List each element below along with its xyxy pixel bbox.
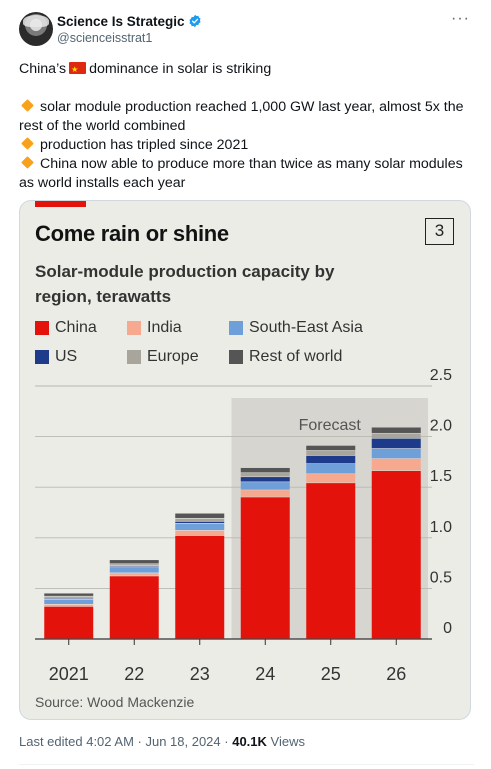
legend-item-south-east-asia: South-East Asia: [229, 319, 363, 337]
avatar[interactable]: [19, 12, 53, 46]
bar-segment: [109, 576, 159, 639]
x-tick-label: 26: [386, 664, 406, 684]
tweet-footer: Last edited 4:02 AM · Jun 18, 2024 · 40.…: [19, 734, 305, 749]
bar-segment: [44, 604, 94, 607]
legend-item-india: India: [127, 319, 182, 337]
chart-number-badge: 3: [425, 218, 454, 245]
bar-segment: [306, 463, 356, 474]
legend-label: South-East Asia: [249, 319, 363, 336]
bullet-text: solar module production reached 1,000 GW…: [19, 99, 464, 134]
forecast-label: Forecast: [299, 417, 362, 434]
legend-item-us: US: [35, 348, 77, 366]
bar-segment: [371, 433, 421, 439]
bar-segment: [109, 567, 159, 573]
tweet-bullet: China now able to produce more than twic…: [19, 155, 469, 193]
bar-segment: [175, 518, 225, 522]
more-options-icon[interactable]: ···: [451, 10, 470, 27]
y-tick-label: 2.0: [430, 418, 452, 435]
tweet-text-line1: China’s dominance in solar is striking: [19, 60, 469, 79]
x-tick-label: 22: [124, 664, 144, 684]
bar-segment: [109, 564, 159, 566]
red-tab-accent: [35, 201, 86, 207]
bar-segment: [240, 467, 290, 473]
bar-segment: [306, 474, 356, 483]
x-tick-label: 2021: [49, 664, 89, 684]
chart-subtitle: Solar-module production capacity by regi…: [35, 262, 335, 306]
orange-diamond-icon: [21, 137, 34, 150]
legend-label: Rest of world: [249, 348, 343, 365]
legend-label: China: [55, 319, 97, 336]
bullet-text: China now able to produce more than twic…: [19, 156, 463, 191]
chart-source: Source: Wood Mackenzie: [35, 694, 195, 710]
verified-badge-icon: [189, 14, 201, 28]
legend-item-europe: Europe: [127, 348, 199, 366]
legend-label: US: [55, 348, 78, 365]
y-tick-label: 0: [443, 620, 452, 637]
bar-segment: [44, 593, 94, 596]
bar-segment: [371, 438, 421, 449]
legend-swatch: [35, 350, 49, 364]
china-flag-icon: [69, 60, 87, 79]
bar-segment: [371, 448, 421, 459]
legend-label: India: [147, 319, 182, 336]
x-tick-label: 23: [190, 664, 210, 684]
bar-segment: [175, 535, 225, 639]
legend-item-china: China: [35, 319, 97, 337]
bullet-text: production has tripled since 2021: [40, 137, 249, 153]
orange-diamond-icon: [21, 99, 34, 112]
orange-diamond-icon: [21, 156, 34, 169]
chart-image-card[interactable]: Come rain or shine 3 Solar-module produc…: [19, 200, 471, 720]
bar-segment: [175, 521, 225, 524]
bar-segment: [175, 513, 225, 518]
bar-segment: [240, 497, 290, 639]
y-tick-label: 0.5: [430, 569, 452, 586]
tweet-header: Science Is Strategic @scienceisstrat1 ··…: [19, 10, 474, 46]
bar-segment: [371, 471, 421, 639]
bar-segment: [175, 530, 225, 536]
legend-swatch: [127, 350, 141, 364]
bar-segment: [175, 523, 225, 531]
bar-segment: [240, 482, 290, 490]
legend-item-rest-of-world: Rest of world: [229, 348, 342, 366]
bar-segment: [109, 573, 159, 576]
bar-segment: [306, 450, 356, 456]
author-name[interactable]: Science Is Strategic: [57, 13, 185, 29]
tweet-text-start: China’s: [19, 61, 67, 77]
views-label: Views: [270, 734, 305, 749]
bar-segment: [240, 490, 290, 497]
y-tick-label: 2.5: [430, 369, 452, 384]
bar-segment: [306, 455, 356, 464]
bar-segment: [371, 458, 421, 471]
legend-swatch: [229, 321, 243, 335]
author-block: Science Is Strategic @scienceisstrat1: [57, 13, 202, 45]
views-count: 40.1K: [232, 734, 267, 749]
stacked-bar-chart: Forecast 0 0.5 1.0 1.5 2.0 2.5 2021 22 23 24 25 26: [35, 369, 452, 684]
bar-segment: [109, 560, 159, 564]
x-tick-label: 25: [321, 664, 341, 684]
tweet-bullet: solar module production reached 1,000 GW…: [19, 98, 469, 136]
bar-segment: [44, 599, 94, 604]
bar-segment: [240, 477, 290, 482]
tweet-bullet: production has tripled since 2021: [19, 136, 469, 155]
chart-card-title: Come rain or shine: [35, 221, 229, 246]
author-handle[interactable]: @scienceisstrat1: [57, 31, 153, 45]
tweet-text-end: dominance in solar is striking: [89, 61, 272, 77]
bar-segment: [44, 596, 94, 598]
x-tick-label: 24: [255, 664, 275, 684]
bar-segment: [306, 483, 356, 639]
bar-segment: [240, 473, 290, 477]
bar-segment: [44, 606, 94, 639]
bar-segment: [306, 445, 356, 451]
divider: [19, 764, 474, 765]
legend-swatch: [229, 350, 243, 364]
legend-swatch: [35, 321, 49, 335]
edited-timestamp[interactable]: Last edited 4:02 AM · Jun 18, 2024 ·: [19, 734, 229, 749]
legend-label: Europe: [147, 348, 199, 365]
bar-segment: [371, 427, 421, 433]
y-tick-label: 1.0: [430, 519, 452, 536]
y-tick-label: 1.5: [430, 468, 452, 485]
legend-swatch: [127, 321, 141, 335]
